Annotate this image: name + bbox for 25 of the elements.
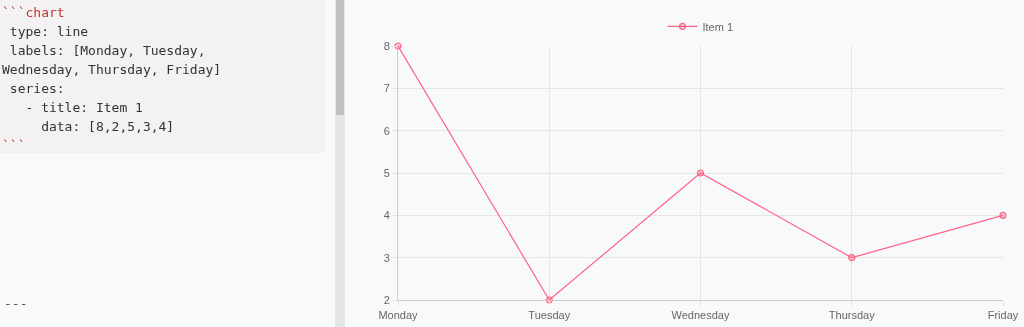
y-tick-label: 3	[383, 251, 390, 264]
text: Wednesday, Thursday, Friday]	[1, 61, 223, 79]
x-tick-label: Tuesday	[528, 309, 571, 322]
x-tick-label: Wednesday	[671, 309, 730, 322]
text: ---	[4, 296, 28, 311]
legend-label: Item 1	[702, 20, 734, 33]
y-tick-label: 2	[383, 293, 390, 306]
y-tick-label: 4	[383, 209, 390, 222]
point	[848, 254, 856, 262]
text: - title: Item 1	[24, 99, 144, 117]
text: data: [8,2,5,3,4]	[40, 118, 176, 136]
y-tick-label: 6	[383, 124, 390, 137]
text: labels: [Monday, Tuesday,	[8, 42, 207, 60]
point	[999, 211, 1007, 219]
text: type: line	[8, 23, 90, 41]
y-tick-label: 5	[383, 166, 390, 179]
text: ```	[1, 137, 27, 155]
text: ```chart	[1, 4, 66, 22]
y-tick-label: 8	[383, 39, 390, 52]
x-tick-label: Monday	[378, 309, 419, 322]
x-tick-label: Friday	[987, 309, 1019, 322]
point	[696, 169, 705, 177]
x-tick-label: Thursday	[828, 309, 876, 322]
text: series:	[8, 80, 66, 98]
y-tick-label: 7	[383, 82, 390, 95]
